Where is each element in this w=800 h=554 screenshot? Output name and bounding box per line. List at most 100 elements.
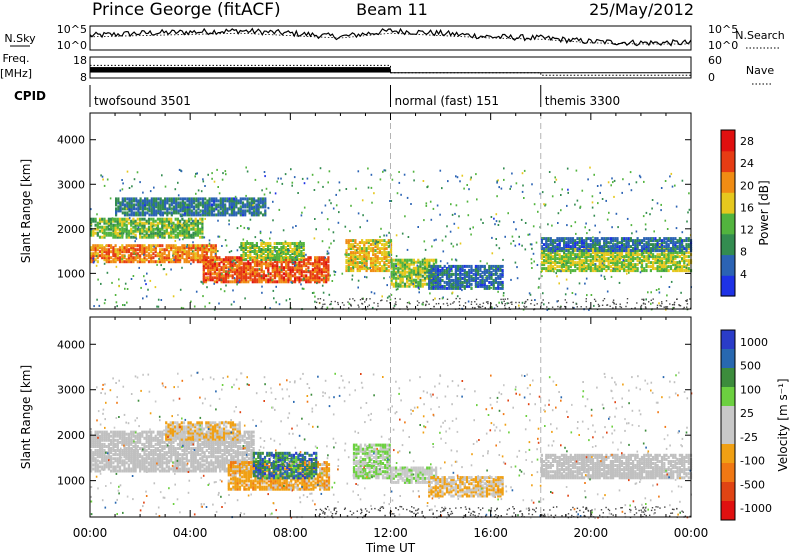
scatter-cell (123, 203, 127, 207)
scatter-cell (430, 274, 433, 278)
scatter-cell (669, 259, 673, 263)
scatter-cell (271, 262, 274, 266)
scatter-cell (240, 278, 243, 282)
scatter-cell (549, 249, 552, 253)
scatter-cell (656, 261, 659, 265)
scatter-cell (663, 267, 666, 271)
scatter-cell (163, 258, 166, 262)
scatter-cell (269, 272, 272, 276)
scatter-cell (159, 199, 162, 203)
speckle-cell (291, 261, 294, 264)
scatter-cell (658, 237, 661, 241)
scatter-cell (477, 270, 480, 274)
scatter-cell (155, 201, 158, 205)
scatter-cell (192, 244, 195, 248)
scatter-cell (349, 251, 353, 255)
scatter-cell (143, 233, 146, 237)
speckle-cell (594, 224, 596, 227)
scatter-cell (612, 249, 615, 253)
speckle-cell (503, 167, 505, 170)
scatter-cell (632, 267, 635, 271)
scatter-cell (479, 278, 482, 282)
scatter-cell (569, 263, 572, 267)
scatter-cell (477, 284, 480, 288)
scatter-cell (645, 257, 648, 261)
speckle-cell (458, 215, 460, 218)
scatter-cell (445, 272, 449, 276)
ground-dot (576, 306, 578, 308)
ground-dot (481, 305, 484, 308)
scatter-cell (408, 278, 411, 282)
scatter-cell (569, 269, 572, 273)
scatter-cell (298, 270, 301, 274)
scatter-cell (280, 250, 283, 253)
scatter-cell (118, 258, 122, 262)
scatter-cell (474, 264, 477, 268)
scatter-cell (172, 250, 175, 254)
scatter-cell (224, 211, 227, 215)
speckle-cell (335, 204, 338, 207)
scatter-cell (192, 254, 195, 258)
speckle-cell (189, 217, 192, 220)
scatter-cell (545, 267, 548, 271)
scatter-cell (116, 252, 119, 256)
scatter-cell (450, 266, 453, 270)
scatter-cell (271, 256, 274, 259)
scatter-cell (98, 244, 102, 248)
scatter-cell (549, 255, 552, 259)
scatter-cell (540, 261, 543, 265)
scatter-cell (168, 211, 171, 215)
scatter-cell (399, 284, 402, 288)
scatter-cell (216, 280, 219, 284)
scatter-cell (392, 282, 395, 286)
scatter-cell (236, 274, 239, 278)
scatter-cell (647, 253, 650, 257)
scatter-cell (660, 251, 664, 255)
scatter-cell (204, 264, 208, 268)
speckle-cell (425, 204, 428, 207)
scatter-cell (490, 274, 493, 278)
scatter-cell (163, 256, 166, 260)
scatter-cell (367, 241, 370, 245)
speckle-cell (630, 224, 633, 227)
scatter-cell (634, 263, 637, 267)
scatter-cell (636, 245, 639, 249)
scatter-cell (434, 286, 437, 290)
scatter-cell (257, 199, 260, 203)
scatter-cell (545, 245, 548, 249)
scatter-cell (195, 205, 198, 209)
scatter-cell (647, 265, 650, 269)
scatter-cell (255, 213, 258, 217)
scatter-cell (625, 259, 628, 263)
scatter-cell (430, 258, 433, 262)
scatter-cell (152, 231, 155, 235)
scatter-cell (183, 244, 186, 248)
scatter-cell (629, 245, 632, 249)
scatter-cell (244, 213, 247, 217)
speckle-cell (191, 250, 194, 253)
speckle-cell (497, 224, 500, 226)
scatter-cell (387, 255, 390, 259)
ground-dot (585, 298, 587, 300)
scatter-cell (201, 223, 204, 227)
scatter-cell (417, 268, 420, 272)
scatter-cell (240, 248, 243, 251)
speckle-cell (543, 303, 545, 306)
scatter-cell (470, 282, 473, 286)
scatter-cell (94, 250, 97, 254)
scatter-cell (248, 205, 251, 209)
scatter-cell (574, 247, 577, 251)
scatter-cell (556, 261, 559, 265)
scatter-cell (295, 244, 299, 247)
scatter-cell (435, 272, 438, 276)
scatter-cell (369, 247, 373, 251)
scatter-cell (354, 251, 357, 255)
speckle-cell (322, 185, 324, 188)
scatter-cell (385, 257, 388, 261)
speckle-cell (326, 218, 329, 221)
speckle-cell (587, 178, 589, 181)
scatter-cell (457, 266, 460, 270)
scatter-cell (403, 282, 407, 286)
speckle-cell (370, 186, 373, 189)
